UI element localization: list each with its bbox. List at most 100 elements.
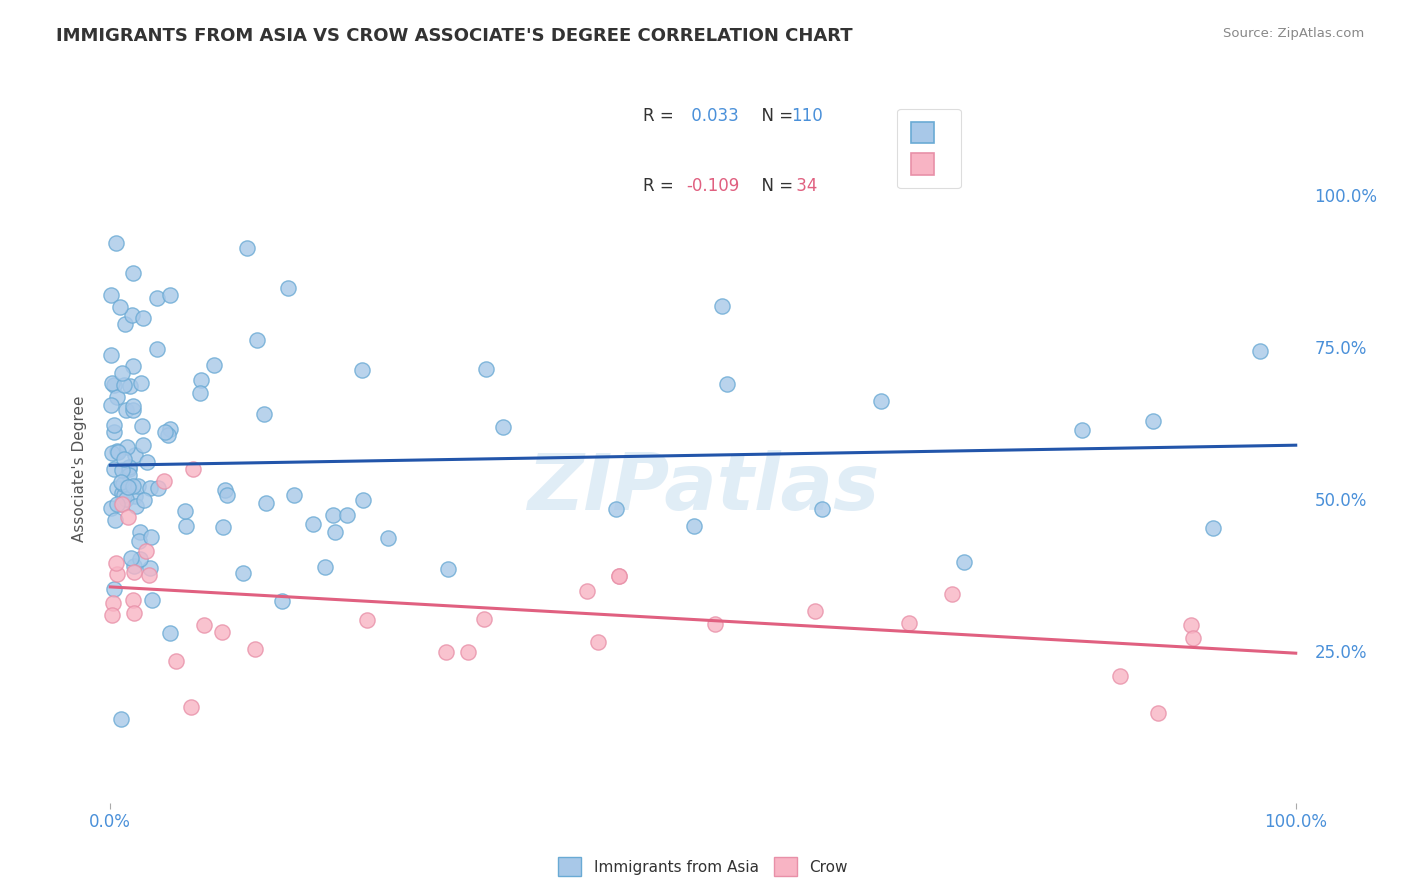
Point: [576, 584, 599, 599]
Point: [124, 565, 146, 579]
Point: [132, 493, 155, 508]
Point: [112, 378, 135, 392]
Point: [100, 501, 122, 516]
Point: [139, 530, 162, 544]
Point: [122, 559, 145, 574]
Point: [135, 544, 157, 558]
Point: [100, 288, 122, 302]
Point: [110, 497, 132, 511]
Point: [607, 568, 630, 582]
Point: [128, 551, 150, 566]
Point: [314, 559, 336, 574]
Point: [125, 499, 148, 513]
Text: 34: 34: [792, 178, 818, 195]
Point: [146, 291, 169, 305]
Point: [122, 266, 145, 280]
Point: [118, 459, 141, 474]
Point: [120, 378, 142, 392]
Point: [105, 390, 128, 404]
Point: [120, 551, 142, 566]
Point: [607, 568, 630, 582]
Point: [356, 613, 378, 627]
Point: [122, 479, 145, 493]
Point: [104, 235, 127, 250]
Point: [350, 362, 373, 376]
Point: [155, 425, 177, 439]
Point: [121, 308, 143, 322]
Point: [132, 438, 155, 452]
Point: [180, 700, 202, 714]
Point: [174, 504, 197, 518]
Point: [105, 567, 128, 582]
Point: [141, 592, 163, 607]
Point: [124, 489, 146, 503]
Point: [302, 516, 325, 531]
Point: [111, 486, 134, 500]
Point: [131, 311, 153, 326]
Point: [245, 642, 267, 657]
Point: [457, 645, 479, 659]
Point: [1181, 631, 1204, 645]
Point: [159, 421, 181, 435]
Point: [103, 417, 125, 432]
Point: [117, 510, 139, 524]
Point: [100, 348, 122, 362]
Point: [491, 420, 513, 434]
Point: [103, 596, 125, 610]
Point: [101, 607, 124, 622]
Point: [683, 518, 706, 533]
Point: [1109, 669, 1132, 683]
Point: [1142, 414, 1164, 428]
Point: [139, 481, 162, 495]
Point: [118, 480, 141, 494]
Point: [475, 362, 498, 376]
Point: [176, 519, 198, 533]
Point: [217, 488, 239, 502]
Point: [122, 592, 145, 607]
Point: [181, 462, 204, 476]
Point: [128, 534, 150, 549]
Point: [129, 376, 152, 391]
Point: [108, 300, 131, 314]
Point: [193, 618, 215, 632]
Point: [112, 488, 135, 502]
Point: [135, 455, 157, 469]
Text: R =: R =: [643, 178, 679, 195]
Point: [111, 497, 134, 511]
Point: [323, 525, 346, 540]
Point: [277, 281, 299, 295]
Point: [124, 448, 146, 462]
Point: [434, 644, 457, 658]
Point: [101, 446, 124, 460]
Point: [139, 561, 162, 575]
Point: [232, 566, 254, 580]
Point: [103, 378, 125, 392]
Point: [100, 398, 122, 412]
Point: [188, 385, 211, 400]
Point: [111, 366, 134, 380]
Point: [105, 557, 128, 571]
Text: Source: ZipAtlas.com: Source: ZipAtlas.com: [1223, 27, 1364, 40]
Point: [941, 587, 963, 601]
Point: [1071, 423, 1094, 437]
Point: [472, 612, 495, 626]
Text: N =: N =: [751, 178, 799, 195]
Point: [105, 481, 128, 495]
Point: [804, 604, 827, 618]
Point: [586, 634, 609, 648]
Point: [352, 493, 374, 508]
Point: [124, 607, 146, 621]
Text: -0.109: -0.109: [686, 178, 740, 195]
Point: [897, 615, 920, 630]
Point: [121, 403, 143, 417]
Point: [112, 452, 135, 467]
Point: [128, 524, 150, 539]
Point: [146, 342, 169, 356]
Point: [1249, 343, 1271, 358]
Point: [115, 403, 138, 417]
Point: [105, 444, 128, 458]
Point: [110, 712, 132, 726]
Point: [111, 477, 134, 491]
Point: [377, 531, 399, 545]
Point: [605, 502, 627, 516]
